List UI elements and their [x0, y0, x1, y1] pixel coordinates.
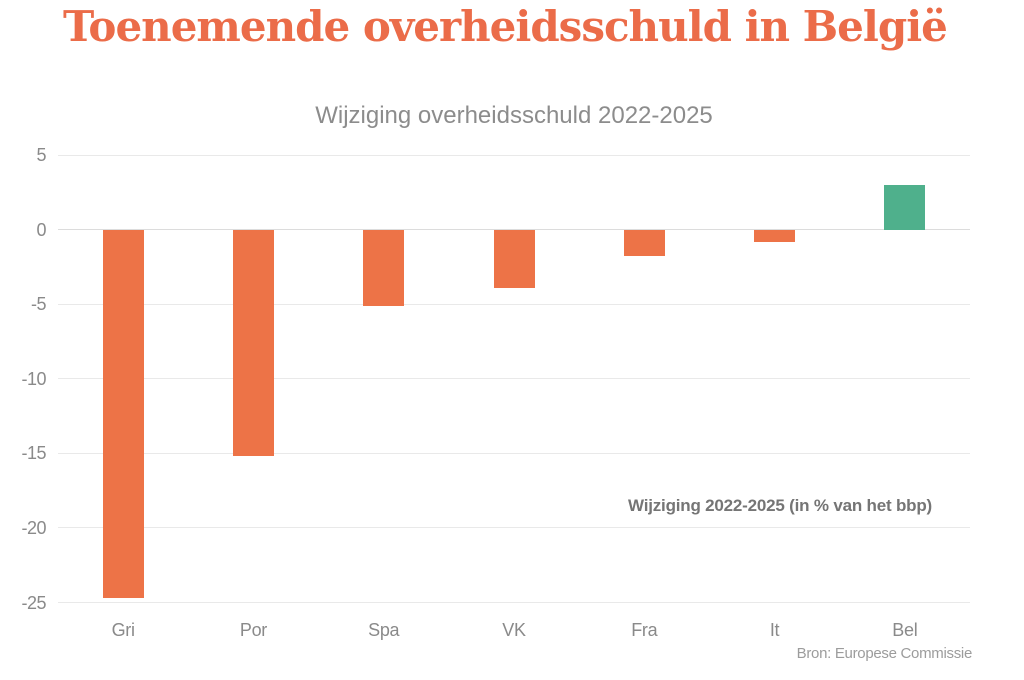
- y-tick-label: -25: [21, 592, 46, 613]
- bar-fra: [623, 229, 665, 257]
- series-annotation: Wijziging 2022-2025 (in % van het bbp): [628, 496, 932, 515]
- x-tick-label: VK: [502, 620, 526, 640]
- gridline: [58, 602, 970, 603]
- y-tick-label: -15: [21, 443, 46, 464]
- bar-por: [232, 229, 274, 457]
- x-tick-label: It: [769, 620, 780, 640]
- gridline: [58, 527, 970, 529]
- x-tick-label: Gri: [111, 620, 135, 640]
- gridline: [58, 303, 970, 305]
- bar-it: [754, 229, 796, 242]
- bar-bel: [884, 184, 926, 230]
- y-tick-label: -20: [21, 517, 46, 538]
- y-tick-label: -5: [30, 294, 47, 315]
- bar-gri: [102, 229, 144, 599]
- gridline: [58, 452, 970, 454]
- x-tick-label: Por: [239, 620, 267, 640]
- y-tick-label: -10: [21, 368, 46, 389]
- x-tick-label: Fra: [631, 620, 658, 640]
- chart-title: Toenemende overheidsschuld in België: [63, 2, 948, 51]
- x-tick-label: Bel: [892, 620, 918, 640]
- source-credit: Bron: Europese Commissie: [796, 645, 973, 662]
- bar-spa: [363, 229, 405, 306]
- gridline: [58, 154, 970, 156]
- bar-vk: [493, 229, 535, 288]
- gridline: [58, 378, 970, 380]
- y-tick-label: 0: [36, 219, 46, 240]
- y-tick-label: 5: [36, 145, 46, 165]
- x-tick-label: Spa: [368, 620, 400, 640]
- chart-subtitle: Wijziging overheidsschuld 2022-2025: [315, 102, 713, 129]
